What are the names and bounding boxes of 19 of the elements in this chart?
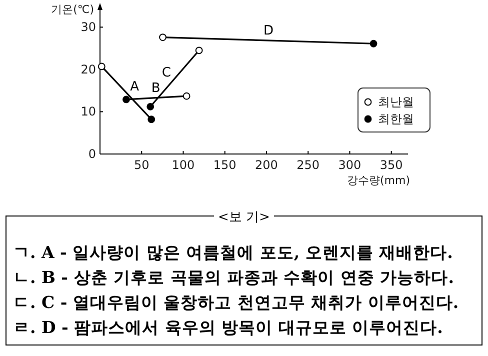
series-label: A — [130, 79, 140, 94]
y-axis-title: 기온(℃) — [51, 3, 94, 16]
y-tick-label: 30 — [80, 20, 96, 34]
x-axis-title: 강수량(mm) — [346, 174, 410, 187]
series-label: B — [151, 80, 160, 96]
legend-label: 최한월 — [378, 112, 414, 126]
series-label: C — [162, 65, 171, 80]
legend-label: 최난월 — [378, 95, 414, 109]
x-tick-label: 200 — [255, 158, 278, 172]
y-tick-label: 20 — [80, 62, 96, 76]
x-tick-label: 100 — [172, 158, 195, 172]
series-label: D — [263, 23, 274, 38]
x-tick-label: 150 — [213, 158, 236, 172]
y-tick-label: 10 — [80, 104, 96, 119]
y-tick-label: 0 — [88, 147, 96, 161]
x-tick-label: 300 — [338, 158, 362, 172]
x-tick-label: 350 — [380, 158, 403, 172]
x-tick-label: 250 — [296, 158, 320, 172]
x-tick-label: 50 — [134, 158, 150, 172]
